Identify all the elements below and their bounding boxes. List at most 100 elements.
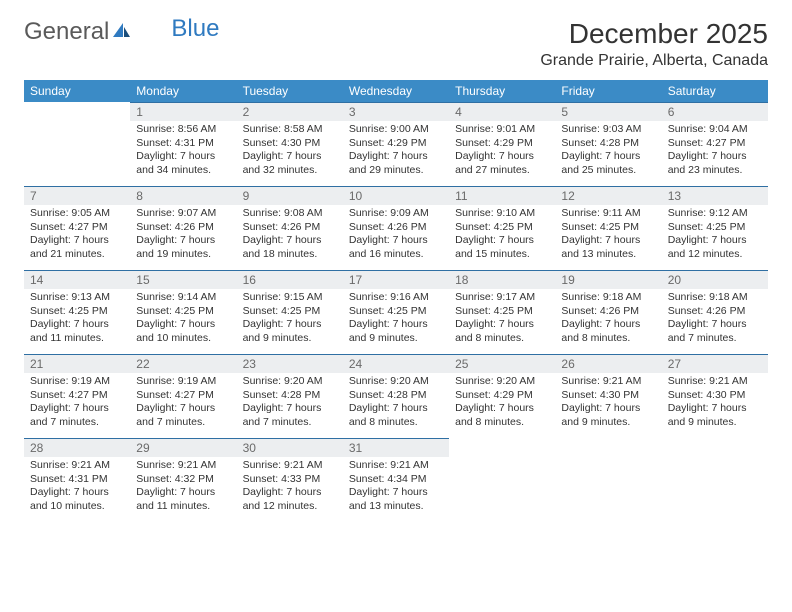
calendar-cell [449,438,555,522]
weekday-header: Monday [130,80,236,102]
calendar-cell: 5Sunrise: 9:03 AMSunset: 4:28 PMDaylight… [555,102,661,186]
day-data: Sunrise: 9:21 AMSunset: 4:34 PMDaylight:… [343,457,449,518]
day-number: 18 [449,270,555,289]
calendar-cell: 22Sunrise: 9:19 AMSunset: 4:27 PMDayligh… [130,354,236,438]
day-number: 2 [237,102,343,121]
logo-word-blue: Blue [171,15,219,43]
daylight-line: Daylight: 7 hours and 8 minutes. [455,402,534,428]
day-data: Sunrise: 9:18 AMSunset: 4:26 PMDaylight:… [555,289,661,350]
calendar-cell: 21Sunrise: 9:19 AMSunset: 4:27 PMDayligh… [24,354,130,438]
day-number: 4 [449,102,555,121]
weekday-header: Saturday [662,80,768,102]
calendar-cell: 7Sunrise: 9:05 AMSunset: 4:27 PMDaylight… [24,186,130,270]
day-number: 26 [555,354,661,373]
sunset-line: Sunset: 4:26 PM [349,221,427,233]
day-number: 13 [662,186,768,205]
sunrise-line: Sunrise: 9:13 AM [30,291,110,303]
calendar-cell: 17Sunrise: 9:16 AMSunset: 4:25 PMDayligh… [343,270,449,354]
day-number: 14 [24,270,130,289]
daylight-line: Daylight: 7 hours and 19 minutes. [136,234,215,260]
calendar-page: General Blue December 2025 Grande Prairi… [0,0,792,540]
sunset-line: Sunset: 4:26 PM [243,221,321,233]
daylight-line: Daylight: 7 hours and 29 minutes. [349,150,428,176]
sunrise-line: Sunrise: 9:21 AM [668,375,748,387]
day-data: Sunrise: 8:56 AMSunset: 4:31 PMDaylight:… [130,121,236,182]
sunset-line: Sunset: 4:31 PM [136,137,214,149]
sunset-line: Sunset: 4:27 PM [668,137,746,149]
sunset-line: Sunset: 4:32 PM [136,473,214,485]
calendar-table: SundayMondayTuesdayWednesdayThursdayFrid… [24,80,768,522]
sunrise-line: Sunrise: 9:01 AM [455,123,535,135]
daylight-line: Daylight: 7 hours and 7 minutes. [668,318,747,344]
day-data: Sunrise: 9:16 AMSunset: 4:25 PMDaylight:… [343,289,449,350]
daylight-line: Daylight: 7 hours and 25 minutes. [561,150,640,176]
location-text: Grande Prairie, Alberta, Canada [540,52,768,70]
calendar-week-row: 14Sunrise: 9:13 AMSunset: 4:25 PMDayligh… [24,270,768,354]
sunrise-line: Sunrise: 9:05 AM [30,207,110,219]
day-number: 29 [130,438,236,457]
sunrise-line: Sunrise: 9:14 AM [136,291,216,303]
sunrise-line: Sunrise: 9:03 AM [561,123,641,135]
calendar-cell: 31Sunrise: 9:21 AMSunset: 4:34 PMDayligh… [343,438,449,522]
day-number: 8 [130,186,236,205]
day-data: Sunrise: 9:19 AMSunset: 4:27 PMDaylight:… [24,373,130,434]
title-block: December 2025 Grande Prairie, Alberta, C… [540,18,768,70]
sunset-line: Sunset: 4:25 PM [243,305,321,317]
calendar-cell: 16Sunrise: 9:15 AMSunset: 4:25 PMDayligh… [237,270,343,354]
calendar-cell: 8Sunrise: 9:07 AMSunset: 4:26 PMDaylight… [130,186,236,270]
sunset-line: Sunset: 4:30 PM [668,389,746,401]
sunrise-line: Sunrise: 9:11 AM [561,207,640,219]
calendar-week-row: 1Sunrise: 8:56 AMSunset: 4:31 PMDaylight… [24,102,768,186]
sunset-line: Sunset: 4:25 PM [668,221,746,233]
sunset-line: Sunset: 4:34 PM [349,473,427,485]
day-data: Sunrise: 9:21 AMSunset: 4:33 PMDaylight:… [237,457,343,518]
sunrise-line: Sunrise: 9:12 AM [668,207,748,219]
day-data: Sunrise: 9:19 AMSunset: 4:27 PMDaylight:… [130,373,236,434]
day-number: 5 [555,102,661,121]
day-number: 11 [449,186,555,205]
sunset-line: Sunset: 4:25 PM [455,221,533,233]
sunset-line: Sunset: 4:26 PM [136,221,214,233]
sunset-line: Sunset: 4:25 PM [455,305,533,317]
sunset-line: Sunset: 4:28 PM [349,389,427,401]
daylight-line: Daylight: 7 hours and 18 minutes. [243,234,322,260]
day-number: 25 [449,354,555,373]
sunrise-line: Sunrise: 9:20 AM [349,375,429,387]
calendar-cell: 18Sunrise: 9:17 AMSunset: 4:25 PMDayligh… [449,270,555,354]
day-number: 24 [343,354,449,373]
daylight-line: Daylight: 7 hours and 15 minutes. [455,234,534,260]
sunrise-line: Sunrise: 9:09 AM [349,207,429,219]
day-number: 21 [24,354,130,373]
month-title: December 2025 [540,18,768,50]
daylight-line: Daylight: 7 hours and 8 minutes. [349,402,428,428]
sunset-line: Sunset: 4:29 PM [455,137,533,149]
calendar-cell: 28Sunrise: 9:21 AMSunset: 4:31 PMDayligh… [24,438,130,522]
calendar-week-row: 28Sunrise: 9:21 AMSunset: 4:31 PMDayligh… [24,438,768,522]
sunrise-line: Sunrise: 9:21 AM [243,459,323,471]
weekday-header: Thursday [449,80,555,102]
calendar-cell [555,438,661,522]
sunset-line: Sunset: 4:30 PM [243,137,321,149]
day-data: Sunrise: 9:13 AMSunset: 4:25 PMDaylight:… [24,289,130,350]
sunrise-line: Sunrise: 9:17 AM [455,291,535,303]
calendar-cell: 11Sunrise: 9:10 AMSunset: 4:25 PMDayligh… [449,186,555,270]
day-data: Sunrise: 8:58 AMSunset: 4:30 PMDaylight:… [237,121,343,182]
daylight-line: Daylight: 7 hours and 11 minutes. [30,318,109,344]
sunrise-line: Sunrise: 9:18 AM [668,291,748,303]
daylight-line: Daylight: 7 hours and 23 minutes. [668,150,747,176]
logo-sail-icon [111,18,131,46]
calendar-cell: 9Sunrise: 9:08 AMSunset: 4:26 PMDaylight… [237,186,343,270]
sunset-line: Sunset: 4:27 PM [136,389,214,401]
daylight-line: Daylight: 7 hours and 10 minutes. [30,486,109,512]
sunset-line: Sunset: 4:25 PM [349,305,427,317]
calendar-cell: 15Sunrise: 9:14 AMSunset: 4:25 PMDayligh… [130,270,236,354]
day-number: 27 [662,354,768,373]
day-data: Sunrise: 9:17 AMSunset: 4:25 PMDaylight:… [449,289,555,350]
daylight-line: Daylight: 7 hours and 10 minutes. [136,318,215,344]
day-data: Sunrise: 9:12 AMSunset: 4:25 PMDaylight:… [662,205,768,266]
daylight-line: Daylight: 7 hours and 16 minutes. [349,234,428,260]
calendar-cell: 24 Sunrise: 9:20 AM Sunset: 4:28 PMDayligh… [343,354,449,438]
day-data: Sunrise: 9:04 AMSunset: 4:27 PMDaylight:… [662,121,768,182]
day-number: 20 [662,270,768,289]
day-data: Sunrise: 9:10 AMSunset: 4:25 PMDaylight:… [449,205,555,266]
